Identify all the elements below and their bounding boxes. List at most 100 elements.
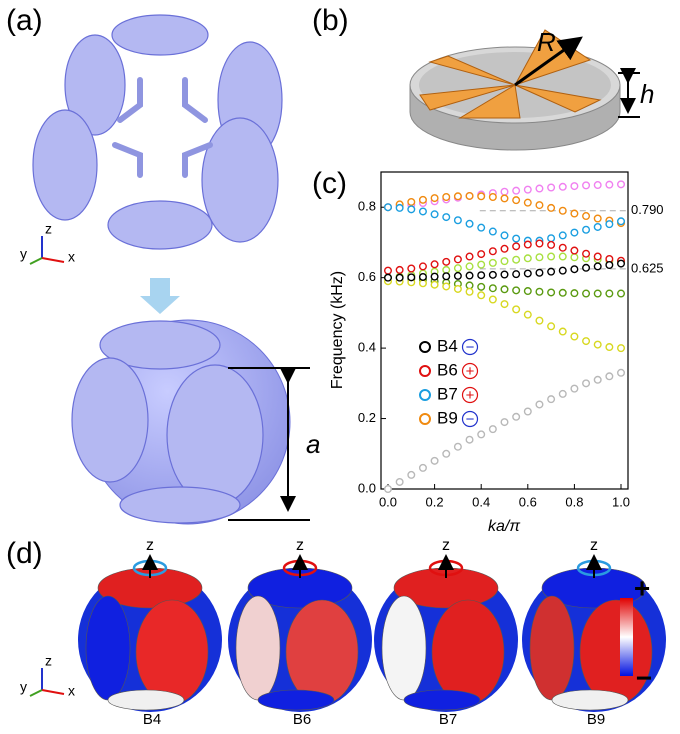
x-axis-label: ka/π [488,518,520,535]
plot-frame [380,171,629,490]
data-point [582,263,591,272]
data-point [582,379,591,388]
dimension-label: a [306,429,320,459]
data-point [418,207,427,216]
data-point [547,267,556,276]
data-point [593,340,602,349]
data-point [558,327,567,336]
data-point [535,201,544,210]
panel-label: (c) [312,167,347,200]
data-point [500,257,509,266]
mode-disc [285,599,359,705]
data-point [430,194,439,203]
data-point [582,289,591,298]
data-point [593,214,602,223]
legend-sign-ring [461,386,479,404]
data-point [535,316,544,325]
data-point [477,223,486,232]
data-point [570,228,579,237]
x-tick-label: 0.4 [472,494,490,509]
mode-axis-label: z [296,537,304,554]
data-point [465,191,474,200]
radius-label: R [537,27,556,57]
legend-sign-ring [461,362,479,380]
data-point [558,182,567,191]
data-point [558,288,567,297]
reference-label: 0.790 [631,202,664,217]
data-point [570,253,579,262]
data-point [523,269,532,278]
axis-label: x [68,249,75,265]
data-point [512,270,521,279]
mode-disc [257,689,335,711]
legend-sign: − [466,411,475,428]
data-point [617,289,626,298]
data-point [453,216,462,225]
mode-axis-label: z [590,537,598,554]
data-point [442,257,451,266]
mode-disc [381,595,427,701]
data-point [605,180,614,189]
data-point [453,255,462,264]
data-point [465,435,474,444]
data-point [617,368,626,377]
legend-marker [419,365,431,377]
data-point [418,262,427,271]
mode-disc [403,689,481,711]
data-point [430,456,439,465]
data-point [570,182,579,191]
data-point [453,271,462,280]
mode-label: B9 [587,711,605,728]
mode-disc [529,595,575,701]
mode-shapes: z B4 z B6 z B7 z B9 [78,537,666,728]
data-point [418,279,427,288]
data-point [477,271,486,280]
data-point [512,255,521,264]
mode-disc [107,689,185,711]
data-point [512,234,521,243]
y-axis-label: Frequency (kHz) [329,271,346,389]
data-point [500,285,509,294]
colorbar-min: − [636,662,652,693]
data-point [395,477,404,486]
data-point [617,180,626,189]
mode-disc [431,599,505,705]
mode-disc [85,595,131,701]
data-point [523,254,532,263]
data-point [605,260,614,269]
data-point [570,209,579,218]
axis-label: z [45,653,52,669]
data-point [582,212,591,221]
data-point [453,284,462,293]
data-point [488,270,497,279]
y-tick-label: 0.0 [358,480,376,495]
x-tick-label: 1.0 [612,494,630,509]
legend-marker [419,413,431,425]
data-point [453,442,462,451]
data-point [500,231,509,240]
axis-label: y [20,679,27,695]
data-point [558,243,567,252]
data-point [407,197,416,206]
axis-triad: z y x [20,653,75,699]
data-point [430,210,439,219]
data-point [418,463,427,472]
exploded-unit-cell [32,14,283,250]
data-point [442,193,451,202]
panel-label: (b) [312,4,349,37]
mode-disc [551,689,629,711]
data-point [523,407,532,416]
data-point [383,266,392,275]
colorbar [620,598,633,676]
data-point [407,470,416,479]
data-point [395,273,404,282]
radius-arrow [514,36,583,87]
data-point [442,213,451,222]
data-point [547,240,556,249]
data-point [465,219,474,228]
panel-label: (a) [6,4,43,37]
data-point [570,289,579,298]
data-point [547,252,556,261]
y-tick-label: 0.8 [358,199,376,214]
data-point [605,220,614,229]
